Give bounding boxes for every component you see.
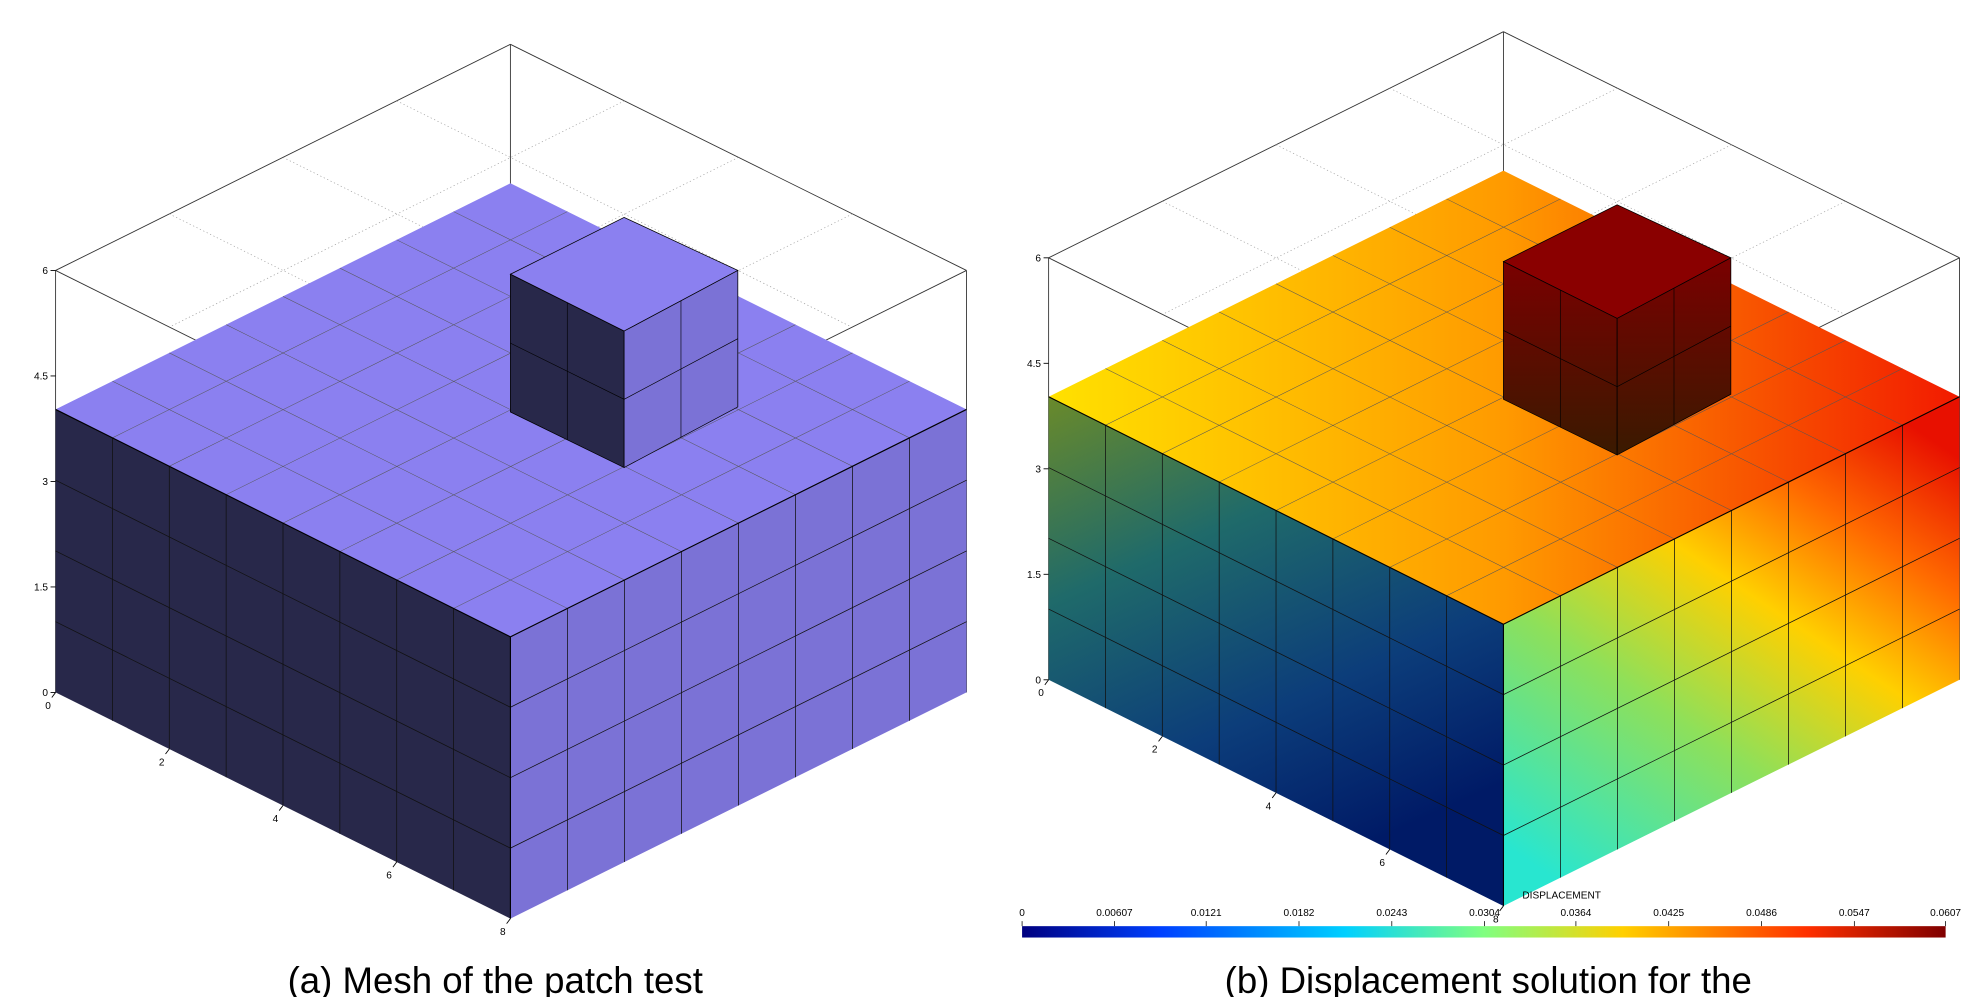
colorbar-tick-label: 0.0364 (1560, 908, 1591, 919)
x-tick (1385, 849, 1391, 855)
edge (1048, 467, 1504, 695)
colorbar-tick-label: 0.0243 (1376, 908, 1407, 919)
z-tick-label: 3 (42, 477, 48, 488)
z-tick-label: 0 (1035, 676, 1041, 687)
x-tick-label: 0 (1038, 688, 1044, 699)
x-tick-label: 0 (45, 701, 51, 712)
colorbar-tick-label: 0.0486 (1746, 908, 1777, 919)
x-tick (392, 861, 398, 868)
edge (112, 211, 568, 439)
layer: 0 1.5 3 4.5 6 0 2 4 6 8 (a) Mesh of the patch test… (34, 31, 1961, 997)
edge (55, 550, 511, 779)
edge (1503, 467, 1960, 695)
edge (1389, 87, 1845, 315)
edge (510, 621, 967, 849)
edge (1105, 198, 1561, 426)
x-tick-label: 6 (386, 870, 392, 881)
edge (1048, 396, 1504, 625)
edge (1162, 87, 1618, 315)
colorbar-tick-label: 0.0121 (1191, 908, 1222, 919)
colorbar-tick-label: 0.00607 (1096, 908, 1133, 919)
edge (55, 408, 511, 638)
colorbar-tick-label: 0.0304 (1469, 908, 1500, 919)
x-tick (51, 692, 56, 698)
edge (1503, 396, 1960, 625)
edge (55, 479, 511, 708)
x-tick-label: 4 (1266, 801, 1272, 812)
caption: (b) Displacement solution for the (1225, 960, 1752, 997)
x-tick (165, 748, 170, 755)
x-tick-label: 2 (159, 757, 165, 768)
z-tick-label: 6 (1035, 254, 1041, 265)
colorbar-tick-label: 0.0182 (1284, 908, 1315, 919)
edge (510, 479, 967, 708)
z-tick-label: 4.5 (1027, 359, 1041, 370)
z-tick-label: 4.5 (34, 372, 48, 383)
z-tick-label: 6 (42, 266, 48, 277)
edge (1616, 325, 1731, 387)
edge (623, 338, 738, 400)
colorbar-tick-label: 0.0547 (1839, 908, 1870, 919)
x-tick (1044, 679, 1049, 686)
x-tick (506, 918, 511, 924)
edge (1503, 330, 1618, 387)
edge (1048, 608, 1504, 836)
z-tick-label: 1.5 (34, 583, 48, 594)
edge (396, 100, 852, 328)
x-tick-label: 2 (1152, 745, 1158, 756)
colorbar-tick-label: 0 (1019, 908, 1025, 919)
edge (1048, 31, 1504, 259)
edge (1048, 537, 1504, 766)
edge (1503, 608, 1960, 836)
x-tick (1499, 905, 1504, 912)
colorbar (1022, 926, 1946, 938)
colorbar-tick-label: 0.0425 (1653, 908, 1684, 919)
edge (169, 100, 625, 328)
edge (55, 621, 511, 849)
colorbar-title: DISPLACEMENT (1522, 890, 1601, 901)
colorbar-tick-label: 0.0607 (1930, 908, 1961, 919)
x-tick (1271, 792, 1277, 799)
edge (510, 408, 967, 638)
x-tick (278, 805, 284, 811)
edge (510, 550, 967, 779)
x-tick-label: 6 (1379, 858, 1385, 869)
x-tick-label: 8 (500, 927, 506, 938)
caption: (a) Mesh of the patch test (288, 960, 703, 997)
z-tick-label: 3 (1035, 465, 1041, 476)
z-tick-label: 0 (42, 688, 48, 699)
z-tick-label: 1.5 (1027, 570, 1041, 581)
x-tick-label: 8 (1493, 914, 1499, 925)
edge (510, 342, 625, 400)
edge (1503, 537, 1960, 766)
x-tick (1158, 736, 1163, 742)
x-tick-label: 4 (273, 814, 279, 825)
